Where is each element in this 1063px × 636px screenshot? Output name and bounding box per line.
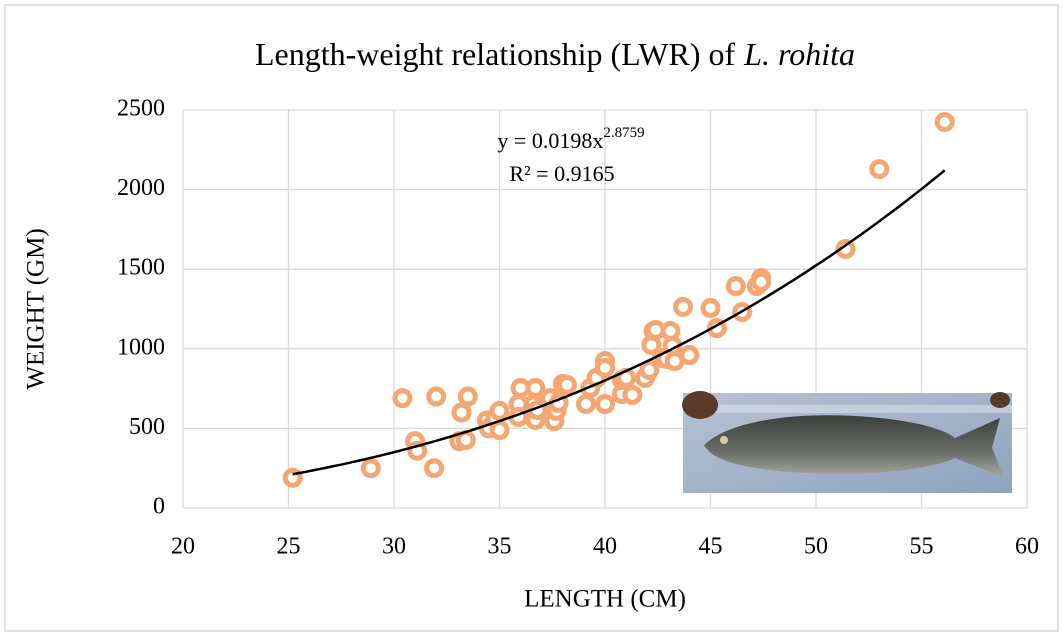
data-point — [934, 111, 955, 132]
data-point — [392, 388, 413, 409]
data-point — [451, 402, 472, 423]
data-point — [489, 419, 510, 440]
y-tick-label: 0 — [153, 494, 165, 520]
title-text: Length-weight relationship (LWR) of — [255, 36, 736, 72]
x-axis-title: LENGTH (CM) — [524, 586, 686, 613]
data-point — [424, 458, 445, 479]
data-point — [725, 276, 746, 297]
data-point — [595, 357, 615, 378]
x-tick-label: 40 — [593, 534, 617, 560]
x-tick-label: 60 — [1015, 534, 1039, 560]
y-tick-label: 1000 — [117, 334, 165, 360]
data-point — [751, 271, 772, 292]
x-tick-label: 30 — [382, 534, 406, 560]
r-squared: R² = 0.9165 — [509, 161, 614, 186]
data-point — [457, 386, 478, 407]
y-tick-label: 1500 — [117, 255, 165, 281]
data-point — [360, 458, 381, 479]
equation-exponent: 2.8759 — [603, 125, 644, 141]
data-point — [835, 238, 856, 259]
trendline — [292, 169, 946, 476]
chart-title: Length-weight relationship (LWR) of L. ro… — [255, 36, 855, 72]
data-point — [576, 394, 597, 415]
x-tick-label: 45 — [699, 534, 723, 560]
y-tick-label: 2000 — [117, 175, 165, 201]
x-tick-label: 20 — [171, 534, 195, 560]
data-point — [595, 394, 615, 415]
data-point — [525, 377, 546, 398]
data-point — [673, 296, 694, 317]
data-point — [700, 298, 721, 319]
x-tick-label: 25 — [277, 534, 301, 560]
y-tick-label: 2500 — [117, 96, 165, 122]
data-point — [679, 345, 700, 366]
y-tick-label: 500 — [129, 414, 165, 440]
data-point — [489, 400, 510, 421]
x-tick-label: 35 — [488, 534, 512, 560]
plot — [282, 111, 955, 488]
title-species: L. rohita — [743, 36, 855, 72]
equation-text: y = 0.0198x — [497, 128, 603, 153]
trendline-equation: y = 0.0198x2.8759 — [497, 125, 644, 153]
data-point — [622, 384, 643, 405]
chart-border — [4, 4, 1059, 632]
data-point — [557, 374, 578, 395]
data-point — [869, 159, 890, 180]
data-point — [426, 386, 447, 407]
x-tick-label: 55 — [910, 534, 934, 560]
x-tick-label: 50 — [804, 534, 828, 560]
y-axis-title: WEIGHT (GM) — [23, 228, 50, 389]
data-point — [639, 359, 660, 380]
fish-photo — [682, 391, 1012, 493]
